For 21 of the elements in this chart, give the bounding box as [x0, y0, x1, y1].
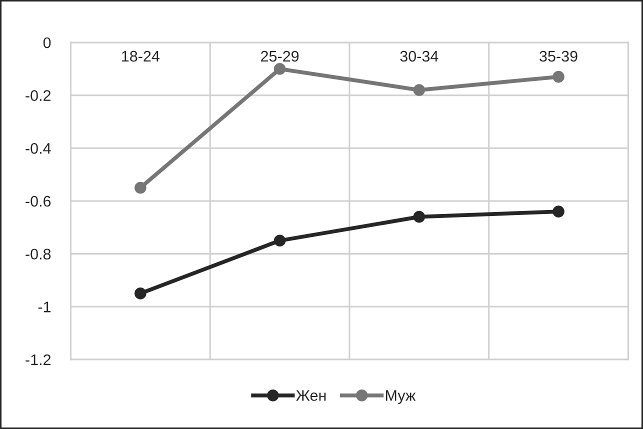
- point: [274, 62, 286, 75]
- y-tick-label: -0.8: [26, 248, 51, 260]
- y-tick-label: -0.6: [26, 196, 51, 207]
- point: [134, 288, 146, 300]
- x-tick-label: 30-34: [400, 50, 438, 62]
- x-tick-label: 35-39: [540, 50, 578, 62]
- point: [552, 70, 564, 83]
- y-tick-label: -1: [38, 302, 51, 312]
- y-tick-label: -0.4: [26, 143, 51, 154]
- y-tick-label: -0.2: [26, 90, 51, 101]
- point: [413, 210, 426, 223]
- point: [413, 84, 426, 96]
- legend-label: Муж: [386, 390, 416, 404]
- x-tick-label: 25-29: [261, 50, 299, 62]
- point: [134, 182, 146, 194]
- y-tick-label: -1.2: [26, 354, 51, 366]
- point: [274, 234, 286, 247]
- y-tick-label: 0: [43, 37, 51, 48]
- point: [552, 206, 564, 218]
- x-tick-label: 18-24: [122, 50, 160, 62]
- legend-label: Жен: [296, 390, 326, 401]
